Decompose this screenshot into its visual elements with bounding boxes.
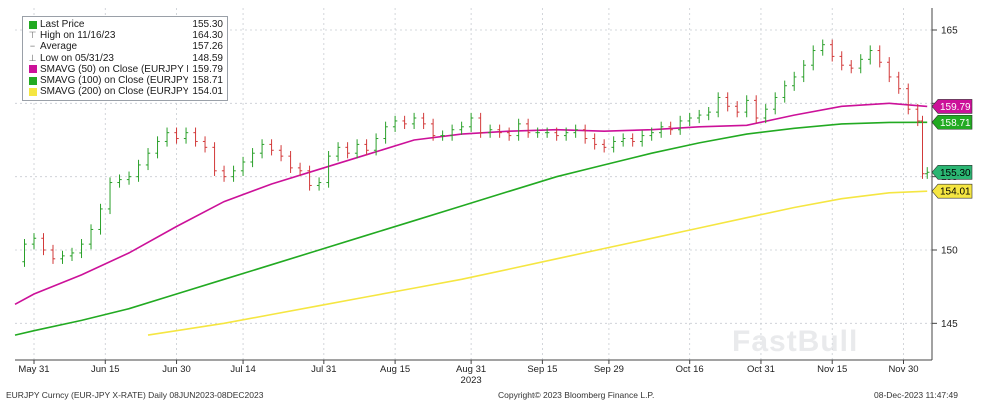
x-tick-label: Nov 15	[817, 364, 847, 375]
legend-row: ⊤ High on 11/16/23 164.30	[27, 30, 223, 41]
x-tick-label: May 31	[18, 364, 49, 375]
legend-label: SMAVG (200) on Close (EURJPY BGN)	[40, 86, 189, 98]
low-marker-icon: ⊥	[28, 52, 37, 63]
legend-value: 164.30	[192, 30, 223, 42]
value-tag: 159.79	[931, 99, 973, 114]
high-marker-icon: ⊤	[28, 30, 37, 41]
legend-value: 157.26	[192, 41, 223, 53]
x-year-label: 2023	[461, 375, 482, 386]
legend-value: 154.01	[192, 86, 223, 98]
x-tick-label: Oct 16	[676, 364, 704, 375]
y-tick-label: 150	[941, 246, 958, 257]
legend-value: 159.79	[192, 63, 223, 75]
x-tick-label: Jun 30	[162, 364, 191, 375]
x-tick-label: Aug 15	[380, 364, 410, 375]
value-tag-box	[931, 164, 973, 180]
value-tag: 155.30	[931, 164, 973, 180]
y-tick-label: 165	[941, 26, 958, 37]
footer-timestamp: 08-Dec-2023 11:47:49	[874, 390, 958, 400]
value-tag-box	[931, 183, 973, 199]
legend-row: − Average 157.26	[27, 41, 223, 52]
value-tag-label: 158.71	[940, 118, 971, 129]
legend-value: 158.71	[192, 75, 223, 87]
y-tick-label: 145	[941, 319, 958, 330]
x-tick-label: Jun 15	[91, 364, 120, 375]
legend-label: Low on 05/31/23	[40, 52, 114, 64]
x-tick-label: Sep 15	[527, 364, 557, 375]
value-tag-label: 155.30	[940, 168, 971, 179]
legend-row: SMAVG (200) on Close (EURJPY BGN)154.01	[27, 86, 223, 97]
legend-label: SMAVG (50) on Close (EURJPY BGN)	[40, 63, 188, 75]
legend: Last Price 155.30 ⊤ High on 11/16/23 164.30−…	[22, 16, 228, 102]
yellow-square-icon	[27, 87, 38, 96]
x-tick-label: Jul 14	[230, 364, 255, 375]
footer-ticker: EURJPY Curncy (EUR-JPY X-RATE) Daily 08J…	[6, 390, 264, 400]
watermark-logo: FastBull	[732, 325, 859, 358]
value-tag: 158.71	[931, 114, 973, 130]
average-marker-icon: −	[29, 41, 36, 52]
price-series	[22, 39, 930, 267]
value-tag-box	[931, 114, 973, 130]
value-tag-box	[931, 99, 973, 114]
x-tick-label: Oct 31	[747, 364, 775, 375]
x-tick-label: Sep 29	[594, 364, 624, 375]
legend-label: Average	[40, 41, 78, 53]
x-tick-label: Aug 31	[456, 364, 486, 375]
legend-value: 148.59	[192, 52, 223, 64]
value-tag-label: 154.01	[940, 187, 971, 198]
value-tag-label: 159.79	[940, 102, 971, 113]
legend-label: Last Price	[40, 19, 85, 31]
legend-row: SMAVG (100) on Close (EURJPY BGN)158.71	[27, 75, 223, 86]
legend-value: 155.30	[192, 19, 223, 31]
legend-row: ⊥ Low on 05/31/23 148.59	[27, 53, 223, 64]
footer-copyright: Copyright© 2023 Bloomberg Finance L.P.	[498, 390, 655, 400]
magenta-square-icon	[27, 65, 38, 74]
green-square-icon	[27, 76, 38, 85]
legend-label: SMAVG (100) on Close (EURJPY BGN)	[40, 75, 189, 87]
legend-row: Last Price 155.30	[27, 19, 223, 30]
x-tick-label: Nov 30	[888, 364, 918, 375]
series-line	[147, 190, 928, 336]
value-tag: 154.01	[931, 183, 973, 199]
x-tick-label: Jul 31	[311, 364, 336, 375]
series-line	[14, 121, 928, 336]
legend-label: High on 11/16/23	[40, 30, 116, 42]
green-square-icon	[27, 20, 38, 29]
legend-row: SMAVG (50) on Close (EURJPY BGN) 159.79	[27, 64, 223, 75]
